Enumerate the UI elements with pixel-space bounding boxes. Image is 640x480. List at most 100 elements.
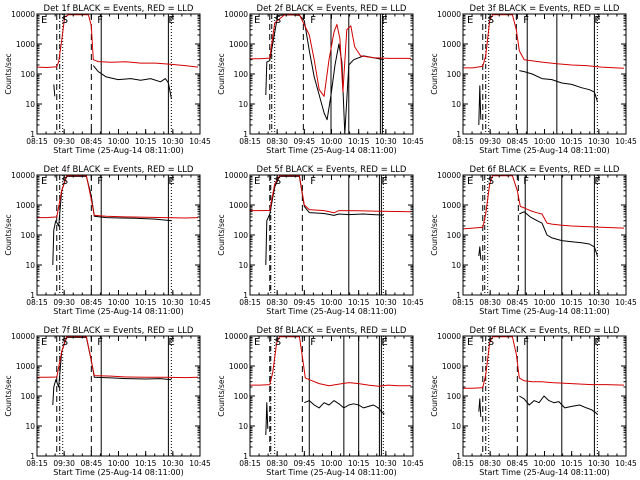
lld-series-line bbox=[37, 336, 199, 379]
panel-title: Det 9f BLACK = Events, RED = LLD bbox=[470, 326, 620, 336]
x-tick-label: 10:30 bbox=[588, 459, 610, 468]
panel-data bbox=[37, 175, 199, 295]
x-tick-label: 10:00 bbox=[534, 137, 556, 146]
events-series-line bbox=[52, 336, 172, 406]
y-tick-label: 1 bbox=[456, 452, 461, 461]
x-tick-label: 10:15 bbox=[561, 137, 583, 146]
x-axis-label: Start Time (25-Aug-14 08:11:00) bbox=[266, 468, 397, 477]
y-tick-label: 10000 bbox=[224, 10, 248, 19]
y-tick-label: 10000 bbox=[437, 332, 461, 341]
y-axis-label: Counts/sec bbox=[430, 53, 439, 94]
x-axis-label: Start Time (25-Aug-14 08:11:00) bbox=[479, 307, 610, 316]
interval-label: F bbox=[97, 337, 103, 348]
y-tick-label: 10000 bbox=[437, 10, 461, 19]
y-tick-label: 10 bbox=[238, 261, 248, 270]
x-tick-label: 10:45 bbox=[402, 298, 424, 307]
x-tick-label: 08:45 bbox=[81, 298, 103, 307]
interval-label: S bbox=[62, 15, 68, 26]
y-tick-label: 100 bbox=[234, 70, 249, 79]
y-axis-label: Counts/sec bbox=[217, 214, 226, 255]
lld-series-line bbox=[37, 14, 199, 68]
y-axis-label: Counts/sec bbox=[430, 375, 439, 416]
x-tick-label: 10:30 bbox=[162, 298, 184, 307]
interval-label: E bbox=[41, 176, 47, 187]
x-tick-label: 08:15 bbox=[239, 298, 261, 307]
y-axis-label: Counts/sec bbox=[4, 214, 13, 255]
interval-label: F bbox=[523, 15, 529, 26]
x-tick-label: 08:15 bbox=[26, 137, 48, 146]
y-tick-label: 10 bbox=[238, 422, 248, 431]
interval-label: E bbox=[381, 176, 387, 187]
events-series-line bbox=[52, 175, 172, 266]
x-tick-label: 10:30 bbox=[588, 298, 610, 307]
x-tick-label: 10:15 bbox=[135, 137, 157, 146]
y-tick-label: 1 bbox=[243, 130, 248, 139]
panel-data bbox=[37, 14, 199, 134]
y-tick-label: 1 bbox=[30, 291, 35, 300]
x-tick-label: 10:45 bbox=[189, 137, 211, 146]
lld-series-line bbox=[463, 14, 625, 69]
y-tick-label: 100 bbox=[447, 231, 462, 240]
y-axis-label: Counts/sec bbox=[217, 53, 226, 94]
x-tick-label: 08:45 bbox=[507, 137, 529, 146]
events-series-line bbox=[265, 14, 384, 134]
y-tick-label: 1 bbox=[30, 452, 35, 461]
x-axis-label: Start Time (25-Aug-14 08:11:00) bbox=[479, 146, 610, 155]
y-tick-label: 10 bbox=[25, 261, 35, 270]
x-tick-label: 10:30 bbox=[162, 137, 184, 146]
x-tick-label: 10:00 bbox=[321, 459, 343, 468]
x-tick-label: 09:30 bbox=[53, 298, 75, 307]
interval-label: F bbox=[523, 176, 529, 187]
y-tick-label: 100 bbox=[447, 70, 462, 79]
x-tick-label: 08:45 bbox=[81, 459, 103, 468]
x-tick-label: 10:45 bbox=[615, 298, 637, 307]
y-tick-label: 10000 bbox=[11, 171, 35, 180]
x-tick-label: 08:30 bbox=[266, 459, 288, 468]
x-tick-label: 08:15 bbox=[452, 459, 474, 468]
panel-title: Det 6f BLACK = Events, RED = LLD bbox=[470, 165, 620, 175]
events-series-line bbox=[478, 70, 598, 126]
x-axis-label: Start Time (25-Aug-14 08:11:00) bbox=[266, 307, 397, 316]
interval-label: F bbox=[310, 176, 316, 187]
x-tick-label: 10:15 bbox=[561, 298, 583, 307]
interval-label: S bbox=[488, 15, 494, 26]
y-tick-label: 10 bbox=[451, 100, 461, 109]
y-tick-label: 10 bbox=[451, 261, 461, 270]
x-tick-label: 10:00 bbox=[321, 137, 343, 146]
y-tick-label: 10000 bbox=[11, 10, 35, 19]
lld-series-line bbox=[37, 175, 199, 219]
x-axis-label: Start Time (25-Aug-14 08:11:00) bbox=[53, 146, 184, 155]
interval-label: S bbox=[275, 337, 281, 348]
interval-label: E bbox=[41, 15, 47, 26]
x-tick-label: 08:15 bbox=[239, 137, 261, 146]
x-tick-label: 10:00 bbox=[108, 459, 130, 468]
interval-label: S bbox=[275, 176, 281, 187]
panel-title: Det 3f BLACK = Events, RED = LLD bbox=[470, 4, 620, 14]
x-tick-label: 10:00 bbox=[321, 298, 343, 307]
x-tick-label: 10:30 bbox=[375, 298, 397, 307]
panel-data bbox=[250, 336, 411, 456]
interval-label: E bbox=[594, 15, 600, 26]
y-axis-label: Counts/sec bbox=[4, 53, 13, 94]
x-tick-label: 08:30 bbox=[479, 459, 501, 468]
plot-frame bbox=[36, 13, 201, 135]
x-tick-label: 10:45 bbox=[189, 459, 211, 468]
y-tick-label: 1000 bbox=[16, 362, 35, 371]
y-tick-label: 10000 bbox=[437, 171, 461, 180]
panel-title: Det 7f BLACK = Events, RED = LLD bbox=[44, 326, 194, 336]
interval-label: E bbox=[467, 15, 473, 26]
x-tick-label: 08:30 bbox=[266, 298, 288, 307]
y-tick-label: 10 bbox=[451, 422, 461, 431]
x-tick-label: 08:30 bbox=[479, 298, 501, 307]
y-axis-label: Counts/sec bbox=[217, 375, 226, 416]
x-tick-label: 10:15 bbox=[135, 298, 157, 307]
interval-label: S bbox=[62, 176, 68, 187]
x-tick-label: 08:15 bbox=[26, 459, 48, 468]
panel-title: Det 5f BLACK = Events, RED = LLD bbox=[257, 165, 407, 175]
panel-data bbox=[250, 175, 412, 295]
x-tick-label: 09:30 bbox=[53, 137, 75, 146]
x-tick-label: 08:15 bbox=[239, 459, 261, 468]
x-tick-label: 10:45 bbox=[189, 298, 211, 307]
